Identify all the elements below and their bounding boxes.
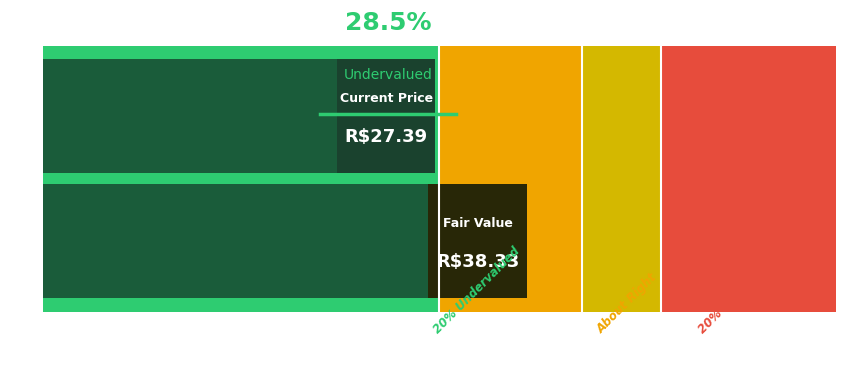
FancyBboxPatch shape <box>43 184 526 298</box>
FancyBboxPatch shape <box>43 59 435 173</box>
FancyBboxPatch shape <box>581 46 660 312</box>
Text: Fair Value: Fair Value <box>442 217 512 230</box>
Text: Undervalued: Undervalued <box>343 68 432 82</box>
FancyBboxPatch shape <box>428 184 526 298</box>
Text: 20% Undervalued: 20% Undervalued <box>430 244 521 336</box>
FancyBboxPatch shape <box>660 46 835 312</box>
Text: R$38.33: R$38.33 <box>435 253 519 271</box>
Text: Current Price: Current Price <box>339 92 432 105</box>
FancyBboxPatch shape <box>337 59 435 173</box>
Text: 20% Overvalued: 20% Overvalued <box>694 250 780 336</box>
Text: 28.5%: 28.5% <box>344 11 431 35</box>
FancyBboxPatch shape <box>439 46 581 312</box>
Text: About Right: About Right <box>594 271 659 336</box>
Text: R$27.39: R$27.39 <box>344 128 428 146</box>
FancyBboxPatch shape <box>43 46 439 312</box>
